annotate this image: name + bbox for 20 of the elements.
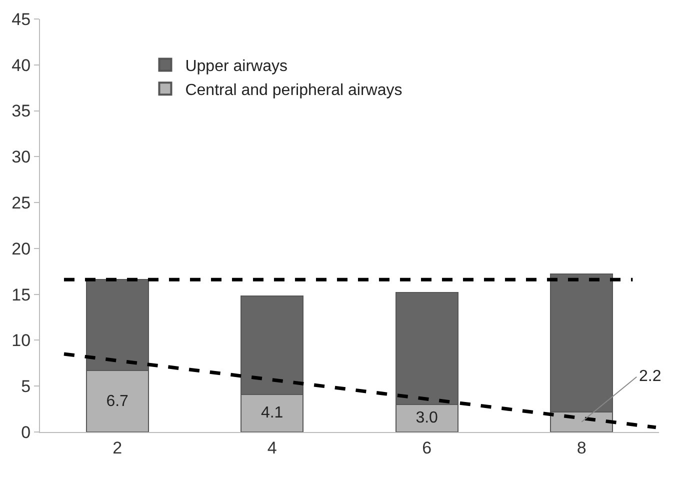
- legend-label: Upper airways: [185, 58, 288, 76]
- annotation: 2.2: [639, 368, 662, 385]
- y-tick-label: 30: [12, 148, 31, 167]
- x-tick-label: 6: [422, 438, 432, 458]
- y-tick-label: 25: [12, 194, 31, 213]
- legend-label: Central and peripheral airways: [185, 82, 402, 99]
- y-tick-label: 15: [12, 285, 31, 304]
- data-label: 4.1: [260, 404, 284, 422]
- x-tick-label: 4: [267, 438, 277, 458]
- data-label: 6.7: [106, 392, 129, 410]
- y-tick-label: 5: [21, 377, 31, 396]
- y-tick-label: 45: [12, 10, 31, 29]
- y-tick-label: 20: [12, 239, 31, 258]
- x-tick-label: 8: [576, 438, 586, 458]
- y-tick-label: 10: [12, 331, 31, 350]
- y-tick-label: 35: [12, 102, 31, 121]
- x-tick-label: 2: [112, 438, 122, 458]
- y-tick-label: 40: [12, 56, 31, 75]
- y-tick-label: 0: [21, 422, 31, 442]
- data-label: 3.0: [416, 410, 438, 427]
